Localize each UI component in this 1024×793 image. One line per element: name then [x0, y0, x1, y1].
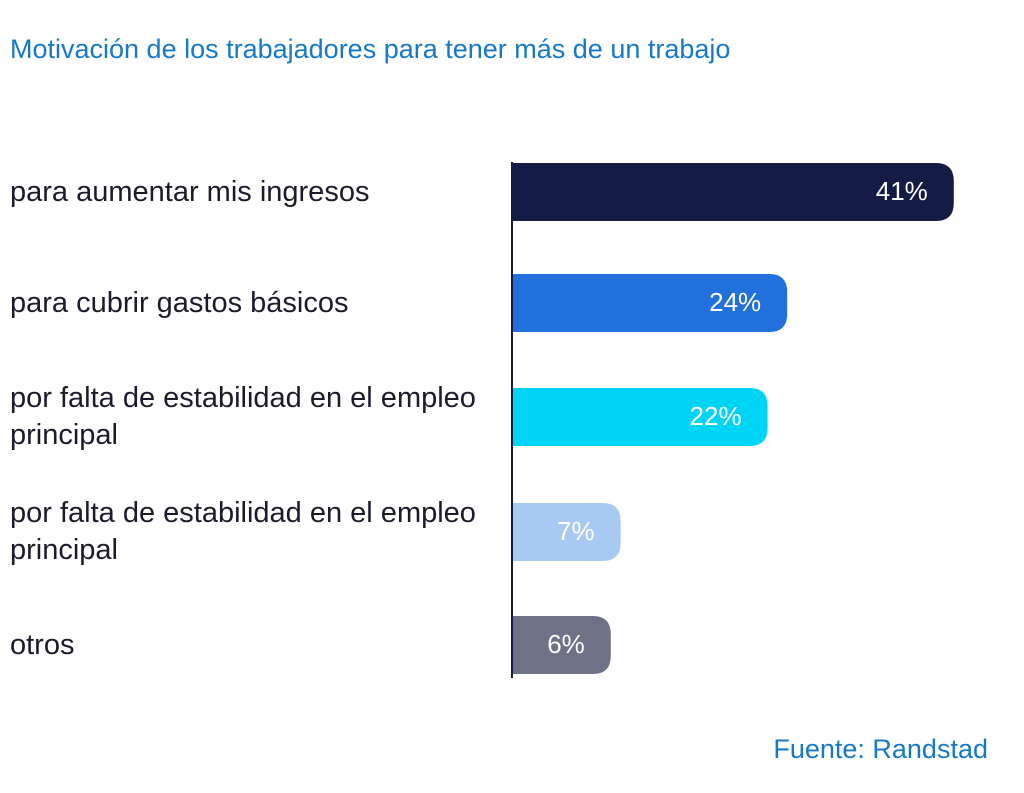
chart-title: Motivación de los trabajadores para tene… [10, 34, 731, 64]
bar [512, 163, 954, 221]
value-label: 6% [547, 629, 585, 659]
category-label: para cubrir gastos básicos [10, 286, 349, 319]
category-label: por falta de estabilidad en el empleo pr… [10, 497, 476, 566]
bar [512, 274, 788, 332]
value-label: 7% [557, 516, 595, 546]
value-label: 24% [709, 287, 761, 317]
source: Fuente: Randstad [773, 734, 988, 764]
bar [512, 503, 621, 561]
category-label: por falta de estabilidad en el empleo pr… [10, 382, 476, 451]
bar [512, 388, 768, 446]
value-label: 41% [876, 176, 928, 206]
category-label: otros [10, 628, 75, 661]
bar [512, 616, 611, 674]
value-label: 22% [690, 401, 742, 431]
category-label: para aumentar mis ingresos [10, 175, 370, 208]
